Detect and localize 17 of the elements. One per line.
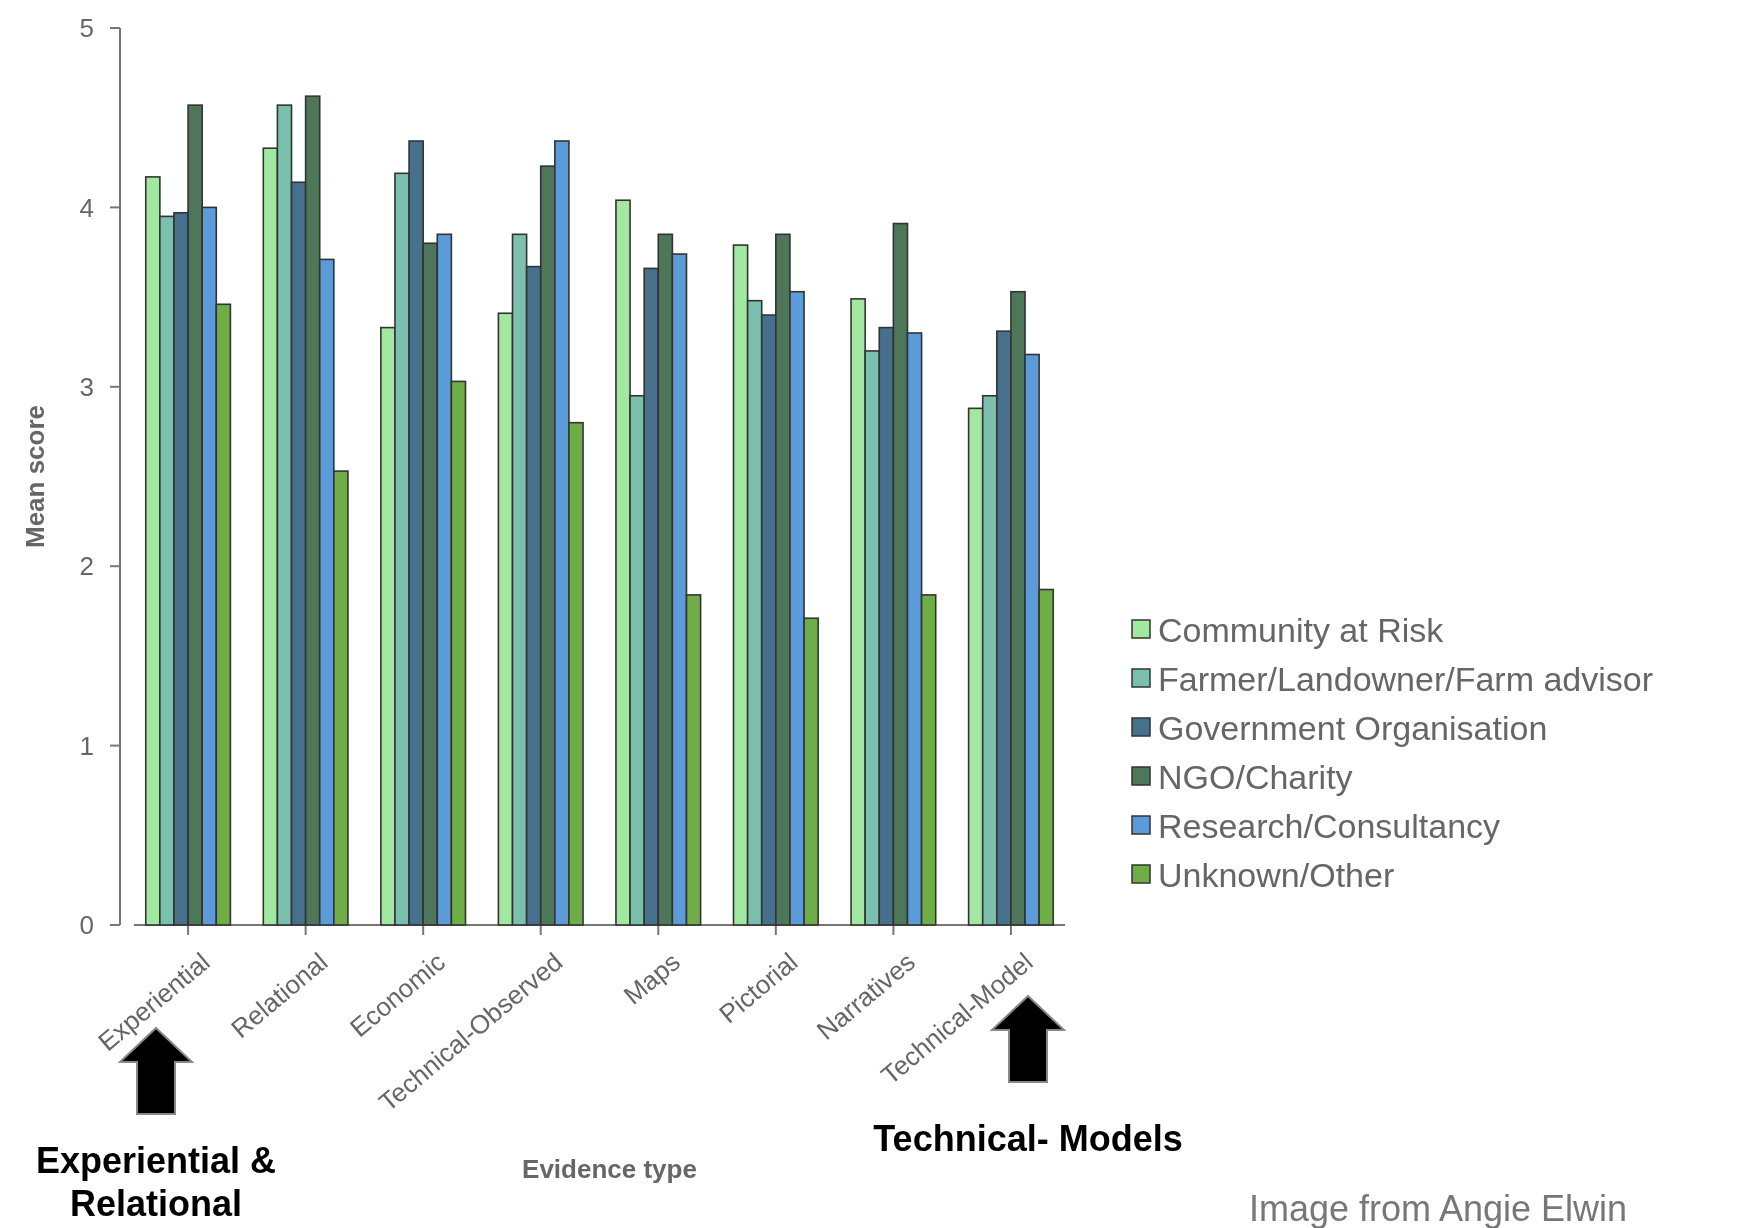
legend-label: Farmer/Landowner/Farm advisor (1158, 659, 1654, 698)
text: Technical- Models (873, 1118, 1183, 1159)
legend-label: Research/Consultancy (1158, 806, 1501, 845)
y-tick-label: 2 (79, 551, 94, 582)
x-axis-title: Evidence type (522, 1154, 697, 1184)
y-tick-label: 0 (79, 910, 94, 941)
y-tick-label: 1 (79, 730, 94, 761)
legend-label: NGO/Charity (1158, 757, 1353, 796)
legend-label: Unknown/Other (1158, 855, 1395, 894)
y-tick-label: 4 (79, 192, 94, 223)
y-axis-title: Mean score (20, 404, 50, 549)
legend-label: Government Organisation (1158, 708, 1548, 747)
y-tick-label: 3 (79, 371, 94, 402)
text: Experiential & Relational (35, 1140, 277, 1225)
y-tick-label: 5 (79, 13, 94, 44)
text: Image from Angie Elwin (1248, 1188, 1628, 1228)
legend-label: Community at Risk (1158, 610, 1445, 649)
